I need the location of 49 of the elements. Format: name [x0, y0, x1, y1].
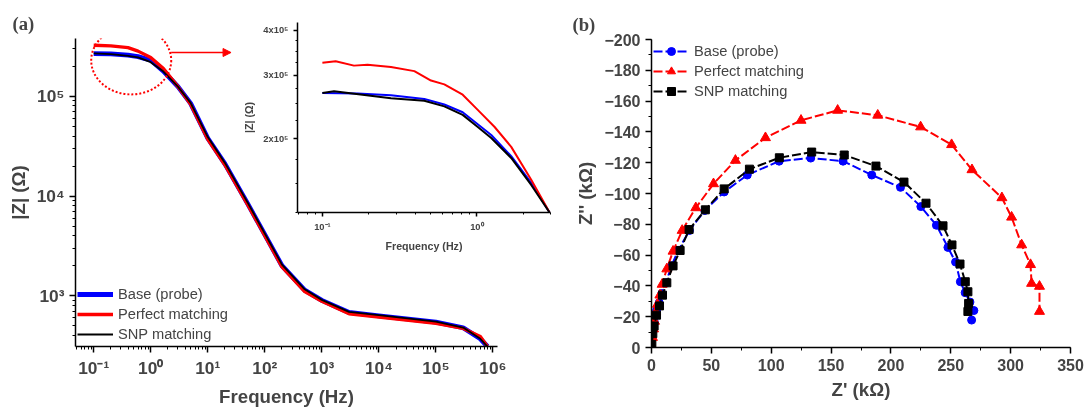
- x-axis-title: Frequency (Hz): [219, 385, 354, 407]
- x-tick-label: 150: [817, 356, 845, 374]
- legend-label: Perfect matching: [118, 306, 228, 322]
- legend-label: Base (probe): [118, 286, 203, 302]
- x-tick-label: 10⁻¹: [78, 357, 110, 378]
- x-axis-title: Z' (kΩ): [831, 378, 891, 400]
- y-tick-label: −60: [613, 247, 641, 265]
- x-tick-label: 10⁰: [138, 357, 165, 378]
- y-tick-label: −200: [604, 31, 641, 49]
- y-tick-label: 10⁵: [37, 86, 65, 107]
- y-tick-label: −120: [604, 154, 641, 172]
- y-tick-label: 3x10⁵: [263, 70, 289, 81]
- legend-label: Perfect matching: [694, 63, 804, 79]
- chart-title: (b): [572, 13, 596, 36]
- x-tick-label: 10⁶: [479, 357, 507, 378]
- y-tick-label: −180: [604, 62, 641, 80]
- y-tick-label: −20: [613, 308, 641, 326]
- y-tick-label: −100: [604, 185, 641, 203]
- x-tick-label: 10⁻¹: [314, 221, 331, 232]
- legend-label: Base (probe): [694, 43, 779, 59]
- x-tick-label: 350: [1057, 356, 1084, 374]
- x-axis-title: Frequency (Hz): [385, 239, 463, 252]
- y-tick-label: 4x10⁵: [263, 25, 289, 36]
- y-tick-label: −140: [604, 123, 641, 141]
- x-tick-label: 10⁰: [470, 220, 485, 232]
- x-tick-label: 100: [757, 356, 785, 374]
- y-tick-label: 0: [631, 339, 641, 357]
- x-tick-label: 10⁴: [364, 357, 393, 378]
- x-tick-label: 10²: [252, 357, 278, 378]
- x-tick-label: 200: [877, 356, 905, 374]
- x-tick-label: 50: [702, 356, 721, 374]
- y-tick-label: −160: [604, 93, 641, 111]
- chart-title: (a): [12, 12, 35, 35]
- y-tick-label: −80: [613, 216, 641, 234]
- y-tick-label: 2x10⁵: [263, 133, 289, 144]
- y-axis-title: |Z| (Ω): [7, 165, 29, 220]
- y-axis-title: |Z| (Ω): [243, 101, 256, 134]
- y-tick-label: −40: [613, 277, 641, 295]
- y-tick-label: 10³: [39, 285, 65, 306]
- x-tick-label: 250: [937, 356, 965, 374]
- x-tick-label: 0: [647, 356, 657, 374]
- legend-label: SNP matching: [118, 326, 212, 342]
- legend-label: SNP matching: [694, 83, 788, 99]
- x-tick-label: 10¹: [195, 357, 221, 378]
- y-axis-title: Z'' (kΩ): [575, 161, 597, 226]
- x-tick-label: 300: [997, 356, 1025, 374]
- x-tick-label: 10³: [309, 357, 335, 378]
- y-tick-label: 10⁴: [36, 186, 65, 207]
- x-tick-label: 10⁵: [422, 357, 450, 378]
